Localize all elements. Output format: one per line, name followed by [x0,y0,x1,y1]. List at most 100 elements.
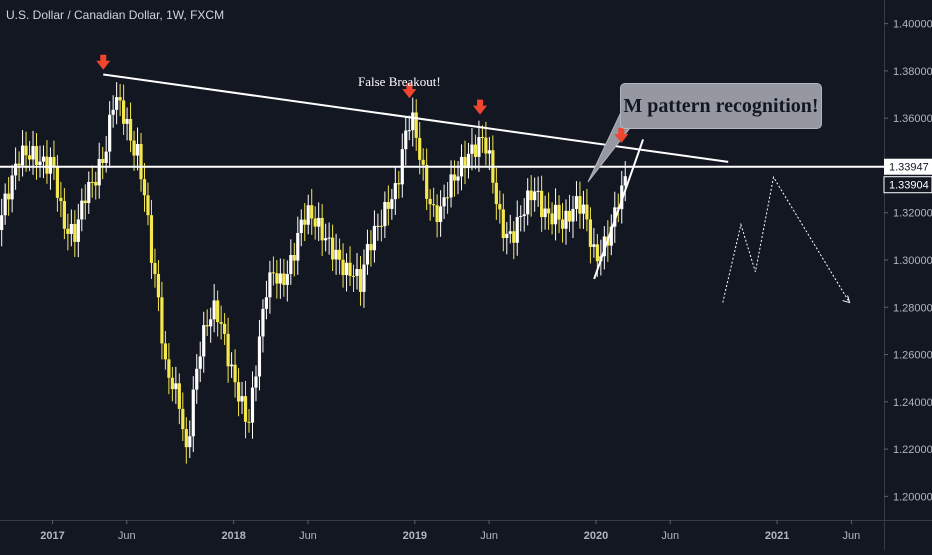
candle-up [80,200,84,220]
candle-down [421,159,425,165]
descending-trendline [103,73,729,163]
candle-down [226,333,230,367]
candle-down [219,322,223,324]
candle-down [27,155,32,160]
candle-down [567,210,572,222]
candle-up [466,153,471,169]
candle-up [613,207,617,227]
candle-up [477,137,481,157]
candle-down [160,297,164,344]
candle-up [623,176,627,186]
candle-down [494,182,498,205]
candle-down [320,217,324,241]
time-tick-label: 2019 [403,530,427,542]
candle-up [191,389,195,437]
candle-up [449,174,453,198]
candle-down [310,205,314,219]
candle-down [337,249,342,260]
ascending-trendline [593,139,645,280]
candle-down [473,144,478,157]
candle-up [487,150,491,154]
candle-down [55,166,60,198]
candle-down [73,223,77,242]
candle-down [146,195,150,216]
time-tick-label: Jun [661,530,679,542]
candle-down [501,209,505,239]
candle-down [452,174,457,181]
price-badge [883,176,932,194]
candle-down [94,181,98,186]
candle-down [236,382,241,402]
candle-up [135,144,140,156]
candle-up [125,118,129,124]
candle-down [414,112,418,138]
candle-down [149,215,154,263]
candle-up [20,145,25,166]
candle-down [167,359,171,378]
candle-up [533,191,537,201]
candle-up [38,161,42,166]
candle-up [574,196,579,209]
candle-down [386,202,390,209]
candle-up [0,215,4,231]
price-tick-label: 1.32000 [893,208,932,220]
candle-up [306,205,310,225]
candle-up [250,387,255,423]
candle-down [463,156,467,169]
candle-up [299,219,303,233]
candle-down [59,197,63,202]
candle-down [66,228,70,234]
arrow-down-icon [473,99,488,115]
time-tick-label: 2018 [221,530,245,542]
candle-up [296,232,300,261]
candle-up [195,368,199,390]
candle-up [198,356,202,369]
candle-down [275,273,279,284]
candle-down [62,201,66,229]
time-tick-label: 2017 [40,530,64,542]
candle-down [303,219,307,225]
candle-down [139,144,143,180]
candle-up [115,97,119,110]
candle-down [118,97,122,101]
candle-up [571,208,575,222]
candle-up [268,272,272,298]
candle-down [341,259,345,276]
candle-up [519,216,523,218]
m-pattern-callout: M pattern recognition! [620,83,822,129]
candle-down [435,205,439,223]
candle-up [522,214,526,217]
candle-down [540,190,544,218]
candle-down [292,255,296,261]
candle-up [602,236,606,257]
candle-up [390,199,394,209]
candle-down [331,237,335,260]
candle-up [609,226,613,246]
candle-up [411,112,415,131]
candle-up [505,233,509,239]
candle-down [170,377,174,390]
candle-down [484,137,488,154]
candle-up [456,176,460,181]
candle-down [550,213,554,225]
projection-arrowhead [842,295,851,304]
candle-down [24,145,28,156]
arrow-down-icon [402,83,417,99]
candle-up [362,264,366,292]
time-tick-label: Jun [480,530,498,542]
candle-up [334,249,338,260]
candle-down [153,262,157,275]
price-tick-label: 1.22000 [893,444,932,456]
candle-up [407,130,411,132]
candle-up [404,130,408,150]
candle-up [592,244,596,247]
candle-down [247,421,251,423]
candle-down [358,269,363,292]
candle-down [512,231,516,243]
candle-up [285,274,289,285]
candle-up [317,217,321,227]
candle-down [578,196,582,214]
candle-up [383,202,387,227]
